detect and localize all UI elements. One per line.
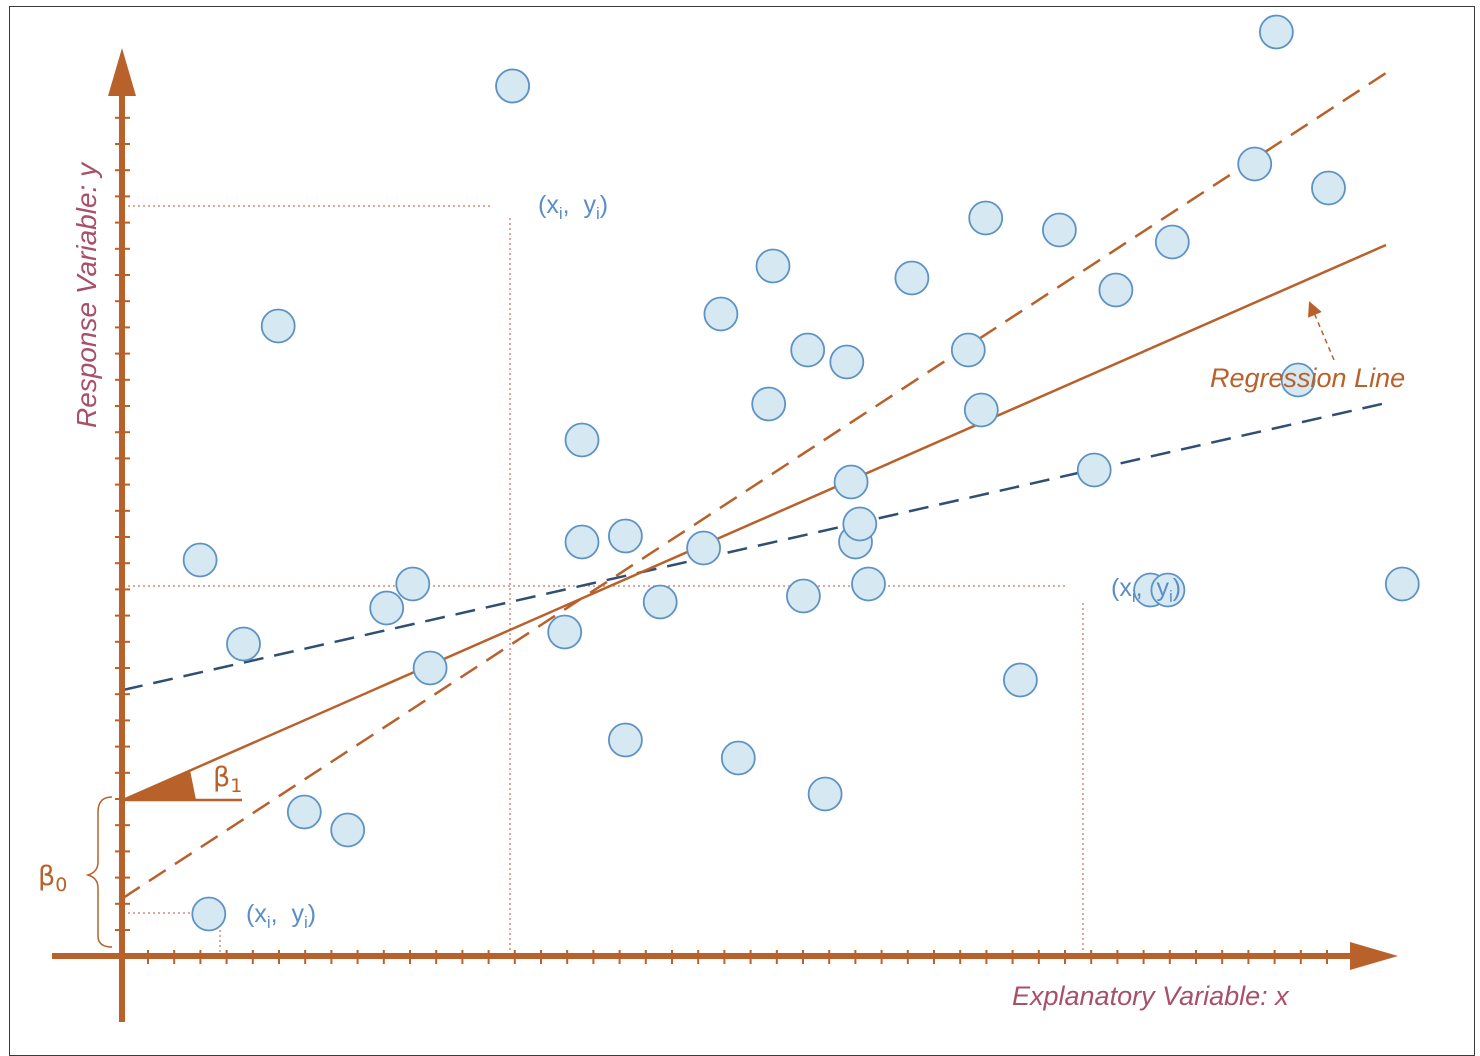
data-point [894,260,930,296]
data-point [851,566,886,602]
point-label-top: (xi, yi) [538,191,608,223]
data-point [260,308,296,344]
figure-frame [9,6,1475,1056]
data-point [686,530,721,566]
data-point [751,386,787,422]
data-point [608,518,643,554]
data-point [1311,170,1346,206]
data-point [286,794,322,830]
data-point [720,740,756,776]
beta0-label: β0 [38,861,67,896]
data-point [807,776,843,812]
x-axis-ticks [147,950,1328,964]
data-point [968,200,1004,236]
data-point [1237,146,1273,182]
x-axis-arrowhead [1350,942,1398,970]
y-axis-arrowhead [108,48,136,96]
data-point [790,332,826,368]
data-point [950,332,986,368]
point-label-low: (xi, yi) [246,900,316,932]
data-point [564,422,600,458]
data-point [1280,362,1316,398]
data-point [564,524,600,560]
data-point [495,68,530,104]
data-point [1384,566,1420,602]
data-point [369,590,405,626]
data-point [1154,224,1190,260]
data-point [703,296,739,332]
data-point [412,650,448,686]
data-point [842,506,878,542]
data-point [833,464,869,500]
data-point [395,566,431,602]
y-axis-ticks [115,116,130,931]
data-point [1003,662,1038,698]
y-axis [108,48,136,1022]
data-point [963,392,999,428]
data-point [1098,272,1134,308]
data-point [182,542,218,578]
data-point [1259,14,1294,50]
regression-line [122,243,1387,802]
data-point [642,584,678,620]
regression-label-arrow [1308,301,1335,361]
data-point [755,248,791,284]
point-label-mid: (xi, yi) [1111,574,1181,606]
beta0-brace [85,796,113,948]
beta1-label: β1 [213,762,242,797]
data-point [1042,212,1077,248]
x-axis-title: Explanatory Variable: x [1012,981,1290,1011]
data-point [1076,452,1112,488]
dashed-blue-line [122,401,1387,692]
data-point [547,614,583,650]
y-axis-title: Response Variable: y [71,161,102,428]
data-point [226,626,261,662]
guide-lines [123,205,1084,955]
dashed-brown-line [122,71,1387,900]
data-points [182,14,1420,932]
data-point [330,812,366,848]
beta1-wedge [123,770,196,800]
data-point [786,578,821,614]
data-point [608,722,643,758]
x-axis [52,942,1398,970]
data-point [829,344,865,380]
data-point [1150,572,1186,608]
data-point [191,896,227,932]
regression-line-label: Regression Line [1210,363,1405,393]
